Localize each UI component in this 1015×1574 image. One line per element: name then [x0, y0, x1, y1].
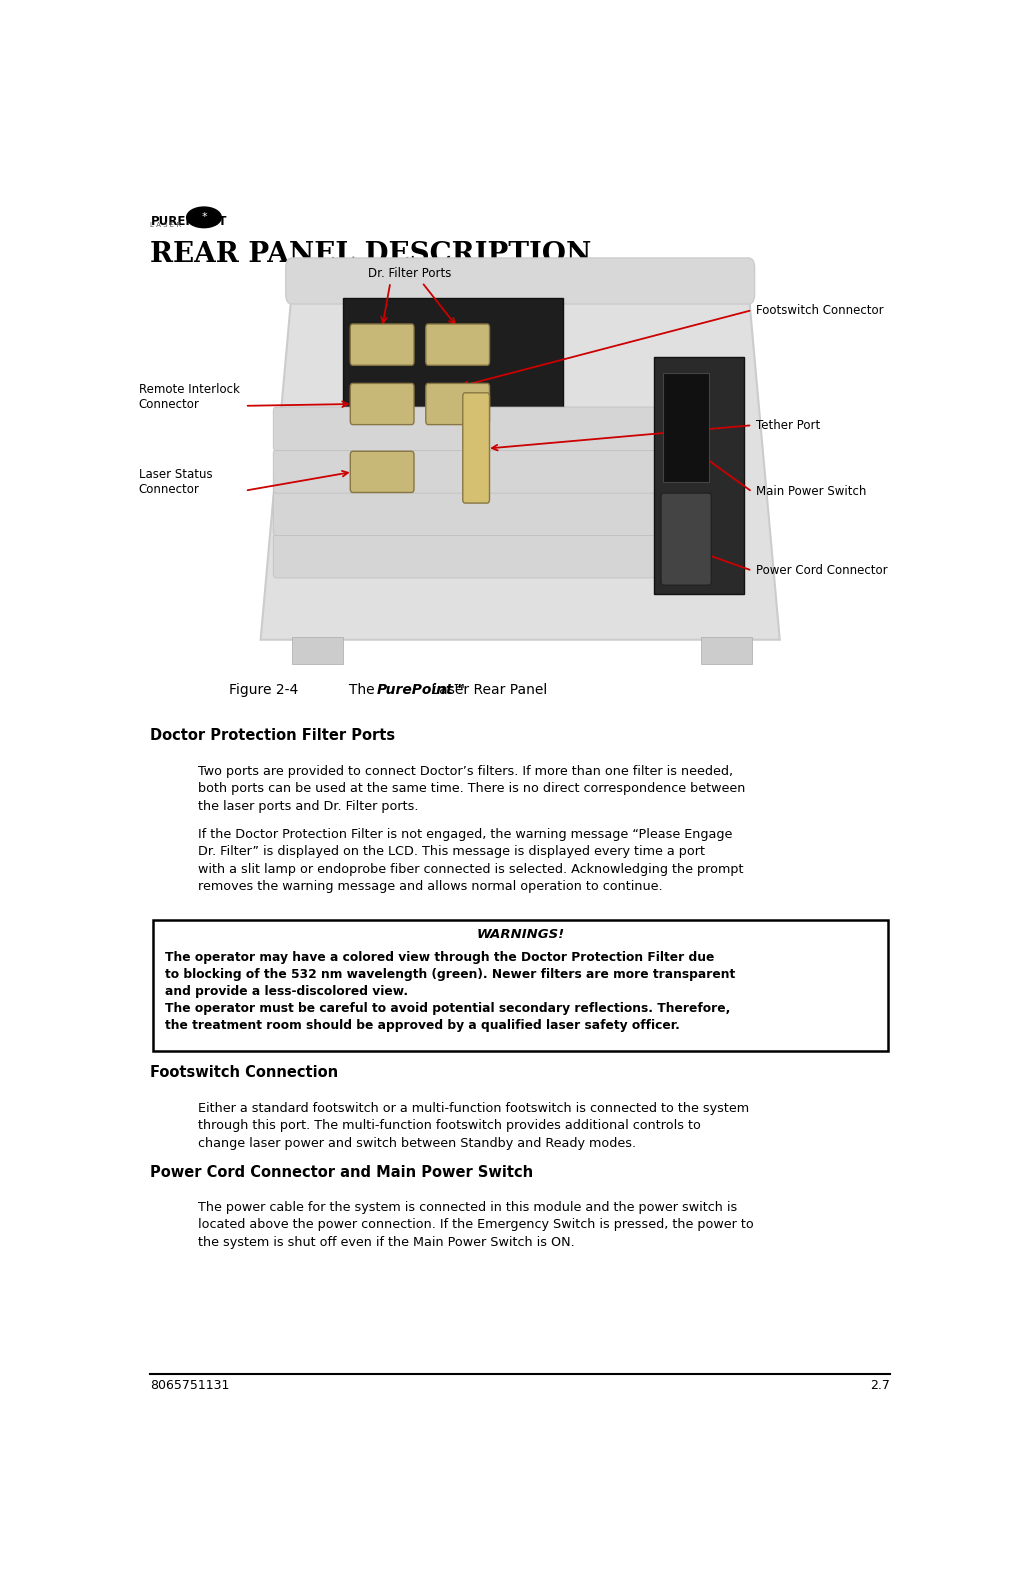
Text: REAR PANEL DESCRIPTION: REAR PANEL DESCRIPTION	[150, 241, 592, 268]
Text: Two ports are provided to connect Doctor’s filters. If more than one filter is n: Two ports are provided to connect Doctor…	[198, 765, 745, 812]
FancyBboxPatch shape	[350, 452, 414, 493]
Bar	[654, 357, 744, 593]
Bar	[343, 297, 563, 510]
Bar	[701, 637, 752, 664]
Text: The power cable for the system is connected in this module and the power switch : The power cable for the system is connec…	[198, 1201, 753, 1248]
FancyBboxPatch shape	[273, 491, 657, 535]
FancyBboxPatch shape	[273, 534, 657, 578]
Polygon shape	[261, 288, 780, 639]
Bar	[292, 637, 343, 664]
Text: PUREPOINT: PUREPOINT	[150, 216, 227, 228]
Text: Laser Rear Panel: Laser Rear Panel	[427, 683, 548, 697]
FancyBboxPatch shape	[273, 450, 657, 493]
Text: If the Doctor Protection Filter is not engaged, the warning message “Please Enga: If the Doctor Protection Filter is not e…	[198, 828, 743, 892]
FancyBboxPatch shape	[661, 493, 712, 586]
FancyBboxPatch shape	[463, 394, 489, 504]
Text: Figure 2-4: Figure 2-4	[229, 683, 298, 697]
Text: The: The	[328, 683, 380, 697]
FancyBboxPatch shape	[286, 258, 754, 304]
Text: Doctor Protection Filter Ports: Doctor Protection Filter Ports	[150, 729, 396, 743]
Text: Footswitch Connector: Footswitch Connector	[756, 304, 884, 316]
Text: The operator must be careful to avoid potential secondary reflections. Therefore: The operator must be careful to avoid po…	[164, 1003, 730, 1033]
Bar	[153, 919, 887, 1050]
Bar	[664, 373, 708, 482]
FancyBboxPatch shape	[350, 384, 414, 425]
Text: Tether Port: Tether Port	[756, 419, 820, 431]
Text: Dr. Filter Ports: Dr. Filter Ports	[368, 266, 452, 280]
Ellipse shape	[187, 208, 221, 228]
Text: Power Cord Connector and Main Power Switch: Power Cord Connector and Main Power Swit…	[150, 1165, 534, 1179]
Text: Power Cord Connector: Power Cord Connector	[756, 563, 888, 578]
Text: The operator may have a colored view through the Doctor Protection Filter due
to: The operator may have a colored view thr…	[164, 951, 735, 998]
Text: 2.7: 2.7	[870, 1379, 890, 1391]
Text: L A S E R: L A S E R	[150, 222, 182, 228]
Text: Main Power Switch: Main Power Switch	[756, 485, 867, 499]
Text: 8065751131: 8065751131	[150, 1379, 229, 1391]
Text: Either a standard footswitch or a multi-function footswitch is connected to the : Either a standard footswitch or a multi-…	[198, 1102, 749, 1149]
Text: Laser Status
Connector: Laser Status Connector	[139, 467, 212, 496]
FancyBboxPatch shape	[350, 324, 414, 365]
Text: Remote Interlock
Connector: Remote Interlock Connector	[139, 384, 240, 411]
FancyBboxPatch shape	[426, 324, 489, 365]
FancyBboxPatch shape	[273, 408, 657, 450]
Text: PurePoint™: PurePoint™	[377, 683, 468, 697]
Text: Footswitch Connection: Footswitch Connection	[150, 1066, 339, 1080]
Text: WARNINGS!: WARNINGS!	[476, 929, 564, 941]
Text: *: *	[201, 212, 207, 222]
FancyBboxPatch shape	[426, 384, 489, 425]
